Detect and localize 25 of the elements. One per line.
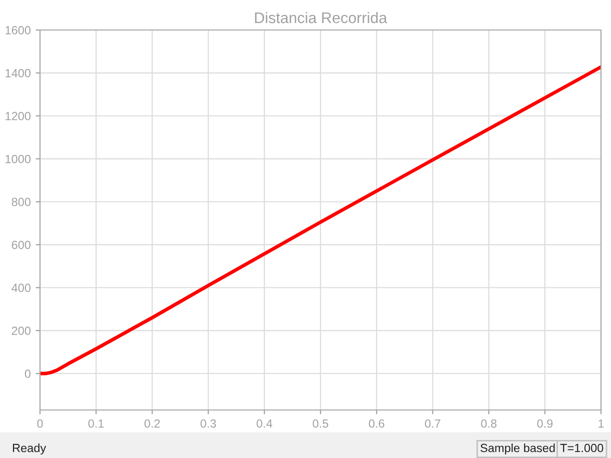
- y-tick-label: 1000: [6, 154, 31, 164]
- x-tick-label: 0.8: [481, 419, 496, 428]
- x-tick-label: 0.1: [88, 419, 104, 428]
- text: Sample based: [480, 443, 555, 455]
- x-tick-label: 0.4: [256, 419, 272, 428]
- y-tick-label: 600: [12, 240, 31, 250]
- x-tick-label: 0.6: [368, 419, 384, 428]
- y-tick-label: 0: [24, 370, 31, 378]
- x-tick-label: 1: [598, 419, 604, 428]
- y-tick-label: 200: [12, 326, 31, 335]
- y-tick-label: 1400: [6, 68, 31, 78]
- x-tick-label: 0.3: [200, 419, 216, 428]
- y-tick-label: 1600: [6, 26, 31, 34]
- chart-title: Distancia Recorrida: [255, 12, 388, 24]
- x-tick-label: 0.2: [144, 419, 160, 428]
- y-tick-label: 1200: [6, 112, 31, 120]
- line-series: [40, 65, 601, 376]
- x-tick-label: 0: [37, 419, 43, 428]
- x-tick-label: 0.9: [537, 419, 553, 428]
- text: T=1.000: [560, 444, 604, 452]
- y-tick-label: 400: [12, 284, 31, 292]
- x-tick-label: 0.7: [424, 419, 440, 428]
- text: Ready: [12, 443, 46, 455]
- y-tick-label: 800: [12, 198, 31, 206]
- x-tick-label: 0.5: [312, 419, 328, 428]
